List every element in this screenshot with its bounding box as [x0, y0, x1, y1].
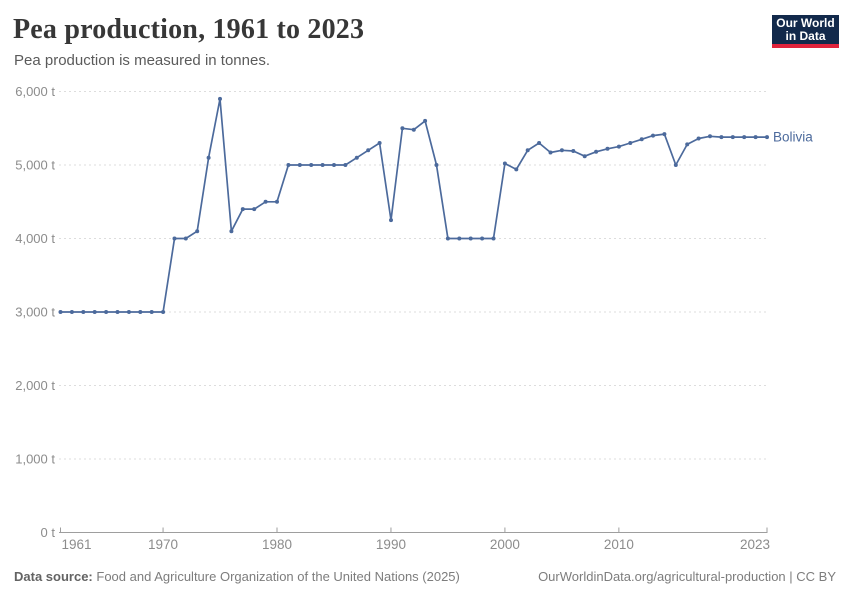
data-point[interactable]: [696, 136, 701, 141]
series-end-label[interactable]: Bolivia: [773, 130, 813, 145]
data-point[interactable]: [480, 236, 485, 241]
data-point[interactable]: [195, 229, 200, 234]
data-point[interactable]: [275, 199, 279, 204]
data-point[interactable]: [616, 144, 621, 149]
data-point[interactable]: [400, 126, 405, 131]
x-axis-tick-label: 1970: [148, 537, 178, 552]
data-source-value: Food and Agriculture Organization of the…: [96, 569, 460, 584]
data-point[interactable]: [502, 161, 507, 166]
data-point[interactable]: [58, 310, 63, 314]
x-axis-tick-label: 2023: [740, 537, 770, 552]
data-point[interactable]: [468, 236, 473, 241]
data-point[interactable]: [765, 135, 769, 140]
data-point[interactable]: [639, 137, 644, 142]
page-title: Pea production, 1961 to 2023: [13, 14, 365, 45]
data-point[interactable]: [309, 163, 314, 167]
data-point[interactable]: [594, 149, 599, 154]
data-point[interactable]: [149, 310, 154, 314]
data-point[interactable]: [525, 148, 530, 153]
data-point[interactable]: [286, 163, 291, 167]
data-point[interactable]: [605, 146, 610, 151]
y-axis-tick-label: 2,000 t: [15, 378, 55, 393]
data-point[interactable]: [491, 236, 496, 241]
owid-logo-line1: Our World: [776, 15, 835, 30]
data-point[interactable]: [457, 236, 462, 241]
data-point[interactable]: [161, 310, 166, 314]
owid-logo[interactable]: Our World in Data: [772, 15, 839, 48]
data-point[interactable]: [206, 155, 211, 160]
data-point[interactable]: [730, 135, 735, 140]
data-point[interactable]: [548, 150, 553, 155]
data-source-label: Data source:: [14, 569, 93, 584]
data-point[interactable]: [366, 148, 371, 153]
y-axis-tick-label: 3,000 t: [15, 305, 55, 320]
data-point[interactable]: [753, 135, 758, 140]
data-point[interactable]: [685, 142, 690, 147]
data-point[interactable]: [445, 236, 450, 241]
data-point[interactable]: [81, 310, 86, 314]
x-axis-tick-label: 1980: [262, 537, 292, 552]
data-point[interactable]: [719, 135, 724, 140]
y-axis-tick-label: 6,000 t: [15, 84, 55, 99]
data-point[interactable]: [115, 310, 120, 314]
data-point[interactable]: [389, 218, 393, 223]
x-axis-tick-label: 2010: [604, 537, 634, 552]
data-source-text: Data source: Food and Agriculture Organi…: [14, 569, 460, 584]
data-point[interactable]: [571, 149, 576, 153]
data-point[interactable]: [104, 310, 109, 314]
data-point[interactable]: [742, 135, 747, 140]
data-point[interactable]: [69, 310, 74, 314]
data-point[interactable]: [514, 167, 519, 172]
data-point[interactable]: [628, 141, 633, 145]
data-point[interactable]: [297, 163, 302, 167]
chart-footer: Data source: Food and Agriculture Organi…: [0, 566, 850, 590]
data-point[interactable]: [377, 141, 382, 145]
chart-subtitle: Pea production is measured in tonnes.: [14, 52, 270, 69]
x-axis-tick-label: 1990: [376, 537, 406, 552]
data-point[interactable]: [559, 148, 564, 153]
y-axis-tick-label: 0 t: [41, 525, 56, 540]
data-point[interactable]: [651, 133, 655, 138]
data-point[interactable]: [673, 163, 678, 167]
data-point[interactable]: [263, 199, 268, 204]
y-axis-tick-label: 1,000 t: [15, 452, 55, 467]
data-point[interactable]: [183, 236, 188, 241]
data-point[interactable]: [662, 132, 667, 137]
y-axis-tick-label: 4,000 t: [15, 231, 55, 246]
data-point[interactable]: [252, 207, 257, 212]
data-point[interactable]: [229, 229, 234, 234]
data-point[interactable]: [92, 310, 97, 314]
data-point[interactable]: [708, 134, 712, 139]
data-point[interactable]: [537, 141, 542, 145]
data-point[interactable]: [354, 155, 359, 160]
data-point[interactable]: [240, 207, 245, 212]
data-point[interactable]: [343, 163, 348, 167]
data-point[interactable]: [138, 310, 143, 314]
data-point[interactable]: [332, 163, 336, 167]
owid-link[interactable]: OurWorldinData.org/agricultural-producti…: [538, 569, 836, 584]
data-point[interactable]: [411, 127, 416, 132]
data-point[interactable]: [172, 236, 177, 241]
owid-logo-line2: in Data: [785, 28, 826, 43]
data-point[interactable]: [434, 163, 439, 167]
data-point[interactable]: [126, 310, 131, 314]
y-axis-tick-label: 5,000 t: [15, 158, 55, 173]
data-point[interactable]: [320, 163, 325, 167]
data-point[interactable]: [582, 154, 587, 159]
data-point[interactable]: [423, 118, 428, 123]
x-axis-tick-label: 1961: [62, 537, 92, 552]
x-axis-tick-label: 2000: [490, 537, 520, 552]
data-point[interactable]: [218, 96, 222, 101]
